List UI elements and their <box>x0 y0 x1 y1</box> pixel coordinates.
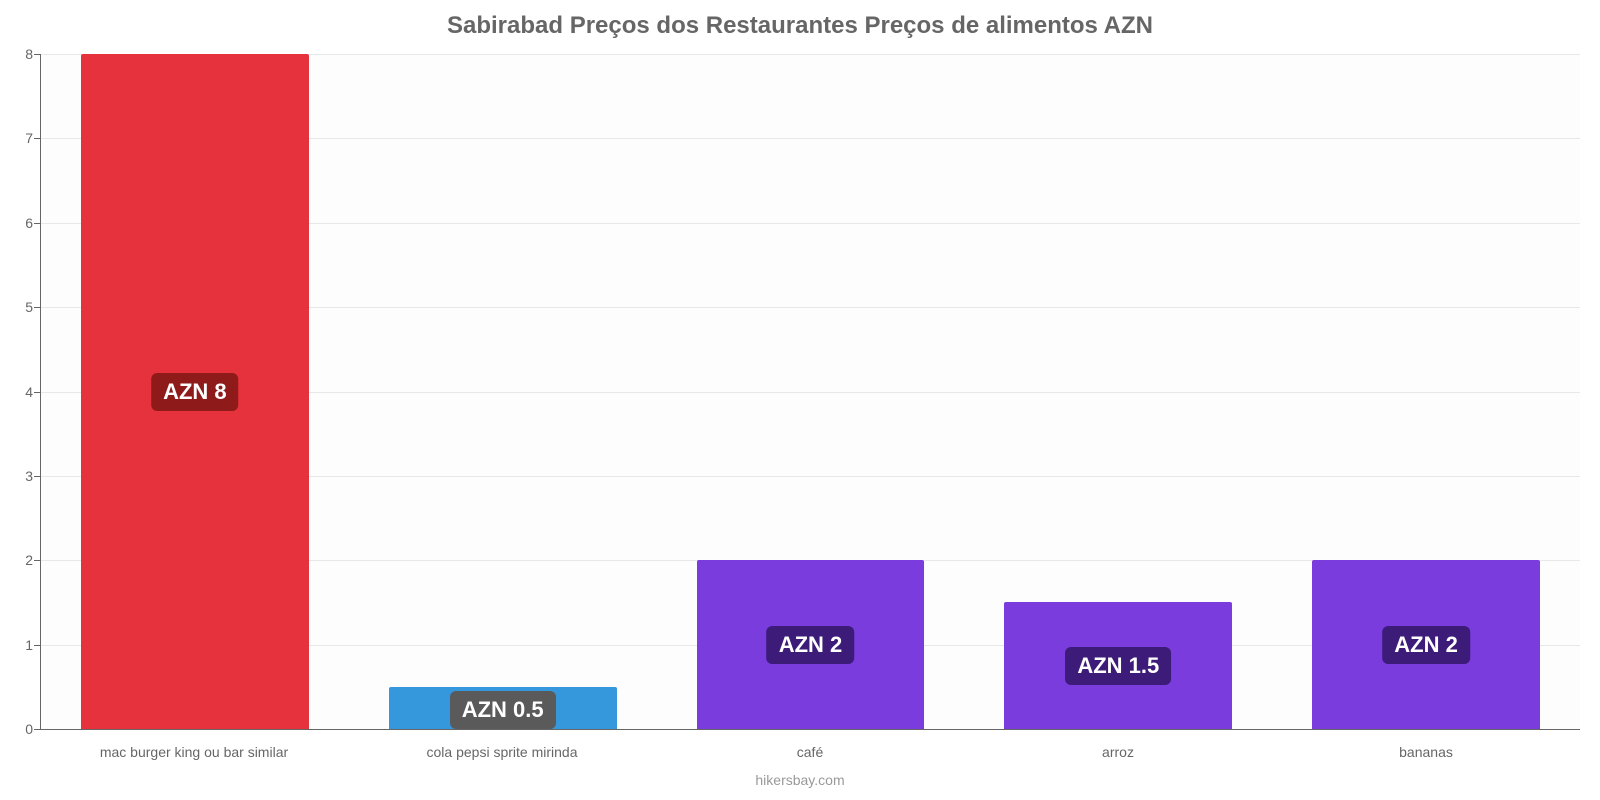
bar-value-label: AZN 0.5 <box>450 691 556 729</box>
bar-slot: AZN 8 <box>41 54 349 729</box>
x-tick-label: bananas <box>1272 744 1580 760</box>
bar-value-label: AZN 1.5 <box>1065 647 1171 685</box>
y-tick-label: 1 <box>25 637 33 653</box>
bar-slot: AZN 2 <box>657 54 965 729</box>
bar-value-label-wrap: AZN 0.5 <box>450 691 556 729</box>
bar-value-label-wrap: AZN 8 <box>151 373 239 411</box>
y-tick-label: 4 <box>25 384 33 400</box>
y-tick-mark <box>34 476 41 477</box>
bar-slot: AZN 2 <box>1272 54 1580 729</box>
y-tick-mark <box>34 729 41 730</box>
y-tick-label: 2 <box>25 552 33 568</box>
x-tick-label: mac burger king ou bar similar <box>40 744 348 760</box>
y-tick-mark <box>34 392 41 393</box>
y-tick-mark <box>34 138 41 139</box>
y-tick-label: 8 <box>25 46 33 62</box>
bar-value-label: AZN 2 <box>767 626 855 664</box>
bar: AZN 0.5 <box>389 687 617 729</box>
chart-title: Sabirabad Preços dos Restaurantes Preços… <box>0 0 1600 48</box>
bar-value-label: AZN 8 <box>151 373 239 411</box>
y-tick-label: 5 <box>25 299 33 315</box>
bar-value-label: AZN 2 <box>1382 626 1470 664</box>
y-tick-label: 0 <box>25 721 33 737</box>
x-axis: mac burger king ou bar similarcola pepsi… <box>40 744 1580 760</box>
y-tick-label: 3 <box>25 468 33 484</box>
bar: AZN 8 <box>81 54 309 729</box>
x-tick-label: arroz <box>964 744 1272 760</box>
y-tick-label: 7 <box>25 130 33 146</box>
bar-value-label-wrap: AZN 2 <box>1382 626 1470 664</box>
y-tick-mark <box>34 307 41 308</box>
bar-slot: AZN 0.5 <box>349 54 657 729</box>
credit-label: hikersbay.com <box>0 772 1600 788</box>
x-tick-label: cola pepsi sprite mirinda <box>348 744 656 760</box>
x-tick-label: café <box>656 744 964 760</box>
y-tick-mark <box>34 645 41 646</box>
bars-row: AZN 8 AZN 0.5 AZN 2 AZN 1.5 AZN 2 <box>41 54 1580 729</box>
bar-value-label-wrap: AZN 2 <box>767 626 855 664</box>
y-tick-label: 6 <box>25 215 33 231</box>
bar-value-label-wrap: AZN 1.5 <box>1065 647 1171 685</box>
bar: AZN 1.5 <box>1004 602 1232 729</box>
bar-slot: AZN 1.5 <box>964 54 1272 729</box>
bar: AZN 2 <box>697 560 925 729</box>
bar: AZN 2 <box>1312 560 1540 729</box>
y-tick-mark <box>34 223 41 224</box>
plot-area: 012345678AZN 8AZN 0.5AZN 2AZN 1.5AZN 2 <box>40 54 1580 730</box>
y-tick-mark <box>34 560 41 561</box>
y-tick-mark <box>34 54 41 55</box>
price-bar-chart: Sabirabad Preços dos Restaurantes Preços… <box>0 0 1600 800</box>
